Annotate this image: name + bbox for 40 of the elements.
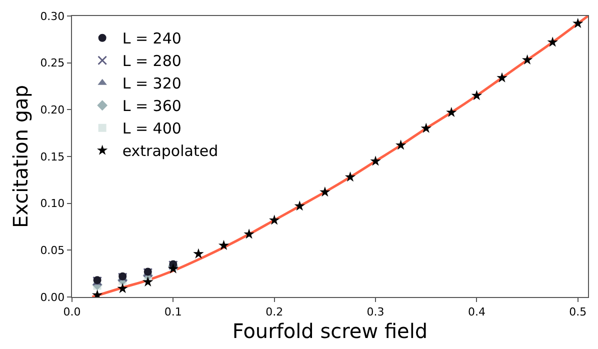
point <box>218 240 230 250</box>
x-axis-title: Fourfold screw field <box>232 318 428 343</box>
point <box>572 18 584 28</box>
y-tick-label: 0.25 <box>40 56 65 70</box>
x-tick-label: 0.5 <box>569 305 587 318</box>
point <box>547 36 558 47</box>
point <box>142 276 154 287</box>
y-axis-title: Excitation gap <box>8 84 33 228</box>
point <box>446 106 457 118</box>
point <box>344 172 356 182</box>
legend-label: L = 360 <box>122 97 182 116</box>
point <box>244 228 254 239</box>
point <box>522 54 533 65</box>
legend-label: L = 240 <box>122 30 182 48</box>
point <box>193 248 204 258</box>
y-tick-label: 0.00 <box>40 290 65 304</box>
point <box>320 186 330 197</box>
x-tick-label: 0.1 <box>164 305 182 318</box>
point <box>269 214 280 225</box>
y-tick-label: 0.20 <box>40 104 65 117</box>
x-tick-label: 0.3 <box>366 305 384 318</box>
x-tick-label: 0.0 <box>63 305 81 318</box>
point <box>496 72 508 82</box>
legend-label: extrapolated <box>122 142 218 160</box>
y-tick-label: 0.10 <box>40 197 65 210</box>
legend-label: L = 400 <box>122 120 182 138</box>
x-tick-label: 0.2 <box>266 305 284 318</box>
y-tick-label: 0.30 <box>40 10 65 23</box>
point <box>117 282 128 294</box>
y-tick-label: 0.05 <box>40 244 65 258</box>
legend-label: L = 320 <box>122 74 182 93</box>
x-tick-label: 0.4 <box>468 305 486 318</box>
y-tick-label: 0.15 <box>40 150 65 164</box>
point <box>370 156 381 166</box>
point <box>420 122 432 133</box>
line-series <box>90 16 588 297</box>
legend-label: L = 280 <box>122 52 182 70</box>
point <box>395 140 406 150</box>
point <box>471 90 482 100</box>
point <box>294 200 305 211</box>
